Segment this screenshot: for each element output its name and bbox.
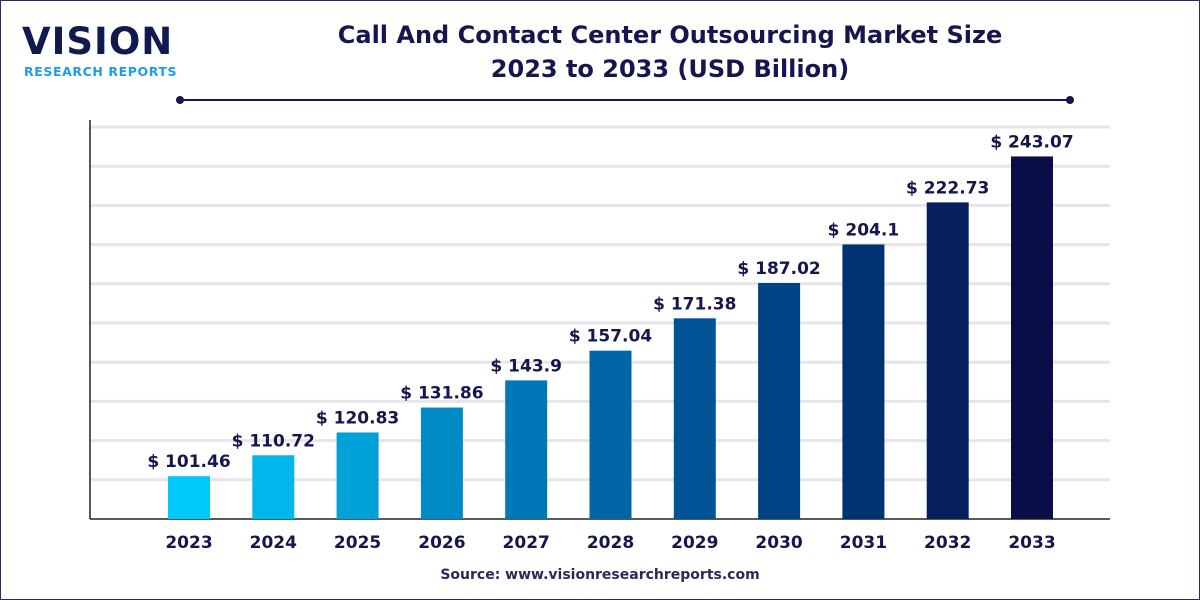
x-tick-label-2033: 2033 bbox=[1008, 533, 1055, 553]
x-tick-label-2032: 2032 bbox=[924, 533, 971, 553]
data-label-2028: $ 157.04 bbox=[569, 327, 653, 347]
chart-title-line2: 2023 to 2033 (USD Billion) bbox=[490, 55, 850, 83]
divider-dot-right bbox=[1066, 96, 1074, 104]
x-tick-label-2026: 2026 bbox=[418, 533, 465, 553]
data-label-2027: $ 143.9 bbox=[490, 356, 562, 376]
x-tick-label-2025: 2025 bbox=[334, 533, 381, 553]
data-label-2030: $ 187.02 bbox=[737, 259, 820, 279]
bar-2031 bbox=[842, 244, 885, 519]
bar-2029 bbox=[673, 318, 716, 519]
data-label-2032: $ 222.73 bbox=[906, 178, 989, 198]
x-tick-label-2028: 2028 bbox=[587, 533, 634, 553]
bar-2026 bbox=[420, 407, 463, 519]
chart-title-line1: Call And Contact Center Outsourcing Mark… bbox=[337, 21, 1003, 49]
x-tick-label-2029: 2029 bbox=[671, 533, 718, 553]
bar-2030 bbox=[758, 283, 801, 519]
x-tick-label-2030: 2030 bbox=[755, 533, 802, 553]
data-label-2023: $ 101.46 bbox=[147, 452, 230, 472]
bar-2033 bbox=[1011, 156, 1053, 519]
data-label-2031: $ 204.1 bbox=[828, 220, 900, 240]
x-tick-label-2031: 2031 bbox=[840, 533, 887, 553]
bar-2028 bbox=[589, 350, 632, 519]
data-label-2026: $ 131.86 bbox=[400, 384, 483, 404]
x-tick-label-2023: 2023 bbox=[165, 533, 212, 553]
bar-2024 bbox=[252, 455, 295, 519]
bar-2027 bbox=[505, 380, 548, 519]
logo: VISION RESEARCH REPORTS bbox=[22, 22, 182, 82]
logo-wordmark: VISION bbox=[22, 20, 174, 63]
data-label-2033: $ 243.07 bbox=[990, 132, 1073, 152]
x-tick-label-2024: 2024 bbox=[250, 533, 297, 553]
x-tick-label-2027: 2027 bbox=[503, 533, 550, 553]
bar-2023 bbox=[168, 476, 210, 519]
bar-2032 bbox=[926, 202, 969, 519]
data-label-2029: $ 171.38 bbox=[653, 294, 736, 314]
data-label-2024: $ 110.72 bbox=[232, 431, 315, 451]
title-divider bbox=[180, 99, 1070, 101]
data-label-2025: $ 120.83 bbox=[316, 408, 399, 428]
logo-subtitle: RESEARCH REPORTS bbox=[24, 64, 178, 79]
bar-2025 bbox=[336, 432, 379, 519]
divider-dot-left bbox=[176, 96, 184, 104]
source-text: Source: www.visionresearchreports.com bbox=[440, 567, 760, 583]
